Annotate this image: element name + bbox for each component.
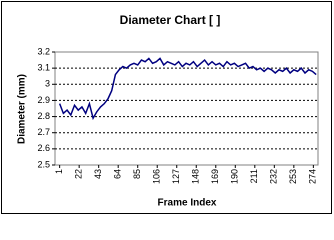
x-tick-label: 274: [308, 169, 318, 184]
y-tick-label: 3: [45, 79, 50, 89]
x-tick-label: 148: [191, 169, 201, 184]
x-tick-label: 43: [93, 169, 103, 179]
y-tick-label: 2.5: [37, 159, 50, 169]
y-tick-label: 2.8: [37, 111, 50, 121]
x-tick-label: 253: [288, 169, 298, 184]
x-tick-label: 211: [249, 169, 259, 183]
y-tick-label: 2.9: [37, 95, 50, 105]
y-tick-label: 3.2: [37, 46, 50, 56]
y-axis-title: Diameter (mm): [17, 74, 28, 144]
x-tick-label: 64: [113, 169, 123, 179]
x-tick-label: 85: [132, 169, 142, 179]
plot-area: [54, 51, 319, 166]
x-tick-label: 169: [210, 169, 220, 184]
x-tick-label: 106: [152, 169, 162, 184]
y-tick-label: 3.1: [37, 63, 50, 73]
x-axis-title: Frame Index: [158, 198, 217, 209]
chart-title: Diameter Chart [ ]: [120, 13, 221, 27]
data-line: [58, 57, 317, 121]
x-tick-label: 1: [54, 169, 64, 174]
x-tick-label: 190: [230, 169, 240, 184]
x-tick-label: 127: [171, 169, 181, 184]
x-tick-label: 232: [269, 169, 279, 184]
y-tick-label: 2.7: [37, 127, 50, 137]
chart: Diameter Chart [ ] Diameter (mm) Frame I…: [1, 1, 332, 214]
x-tick-label: 22: [74, 169, 84, 179]
y-tick-label: 2.6: [37, 143, 50, 153]
